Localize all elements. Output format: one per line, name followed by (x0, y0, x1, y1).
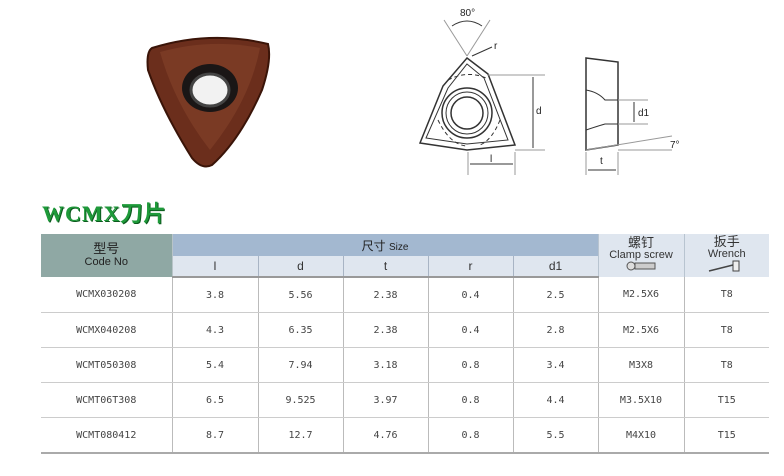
specs-table: 型号 Code No 尺寸 Size 螺钉 Clamp screw 扳手 Wrench… (41, 234, 769, 454)
cell-wrench: T8 (683, 277, 769, 313)
cell-clamp-screw: M2.5X6 (597, 277, 684, 313)
cell-d: 9.525 (257, 382, 343, 418)
cell-clamp-screw: M3.5X10 (597, 382, 684, 418)
header-code: 型号 Code No (41, 234, 173, 277)
cell-clamp-screw: M4X10 (597, 417, 684, 454)
cell-l: 3.8 (171, 277, 258, 313)
wrench-icon (708, 260, 740, 272)
cell-d: 5.56 (257, 277, 343, 313)
cell-code: WCMT050308 (41, 347, 172, 383)
page-title: WCMX刀片 (42, 201, 167, 226)
cell-r: 0.4 (427, 277, 513, 313)
thickness-label: t (600, 156, 603, 167)
cell-clamp-screw: M3X8 (597, 347, 684, 383)
cell-t: 2.38 (342, 277, 428, 313)
cell-l: 5.4 (171, 347, 258, 383)
col-t: t (342, 256, 428, 278)
cell-d: 6.35 (257, 312, 343, 348)
table-row: WCMX030208 3.8 5.56 2.38 0.4 2.5 M2.5X6 T8 (41, 277, 769, 313)
cell-d1: 2.5 (512, 277, 598, 313)
hole-label: d1 (638, 108, 650, 119)
cell-l: 8.7 (171, 417, 258, 454)
diameter-label: d (536, 106, 542, 117)
cell-r: 0.8 (427, 417, 513, 454)
cell-wrench: T8 (683, 312, 769, 348)
cell-code: WCMT080412 (41, 417, 172, 454)
cell-l: 4.3 (171, 312, 258, 348)
col-r: r (427, 256, 513, 278)
cell-d1: 3.4 (512, 347, 598, 383)
radius-label: r (494, 41, 498, 52)
cell-clamp-screw: M2.5X6 (597, 312, 684, 348)
cell-t: 2.38 (342, 312, 428, 348)
col-d: d (257, 256, 343, 278)
header-size: 尺寸 Size (172, 234, 598, 256)
technical-drawing: 80° r d l d1 7° t (418, 8, 680, 175)
cell-d: 7.94 (257, 347, 343, 383)
cell-r: 0.4 (427, 312, 513, 348)
cell-code: WCMX030208 (41, 277, 172, 313)
screw-icon (626, 261, 656, 271)
col-l: l (171, 256, 258, 278)
table-row: WCMT050308 5.4 7.94 3.18 0.8 3.4 M3X8 T8 (41, 347, 769, 383)
table-row: WCMX040208 4.3 6.35 2.38 0.4 2.8 M2.5X6 T8 (41, 312, 769, 348)
header-wrench: 扳手 Wrench (683, 234, 769, 277)
cell-t: 3.97 (342, 382, 428, 418)
cell-code: WCMX040208 (41, 312, 172, 348)
cell-d1: 5.5 (512, 417, 598, 454)
cell-d1: 2.8 (512, 312, 598, 348)
cell-wrench: T8 (683, 347, 769, 383)
cell-wrench: T15 (683, 417, 769, 454)
cell-t: 4.76 (342, 417, 428, 454)
cell-d: 12.7 (257, 417, 343, 454)
col-d1: d1 (512, 256, 598, 278)
relief-label: 7° (670, 140, 680, 151)
table-row: WCMT080412 8.7 12.7 4.76 0.8 5.5 M4X10 T15 (41, 417, 769, 454)
cell-l: 6.5 (171, 382, 258, 418)
cell-d1: 4.4 (512, 382, 598, 418)
cell-wrench: T15 (683, 382, 769, 418)
cell-t: 3.18 (342, 347, 428, 383)
header-clamp-screw: 螺钉 Clamp screw (597, 234, 684, 277)
cell-code: WCMT06T308 (41, 382, 172, 418)
angle-label: 80° (460, 8, 475, 19)
table-row: WCMT06T308 6.5 9.525 3.97 0.8 4.4 M3.5X10 T15 (41, 382, 769, 418)
insert-photo (146, 36, 271, 168)
cell-r: 0.8 (427, 347, 513, 383)
length-label: l (490, 154, 492, 165)
cell-r: 0.8 (427, 382, 513, 418)
